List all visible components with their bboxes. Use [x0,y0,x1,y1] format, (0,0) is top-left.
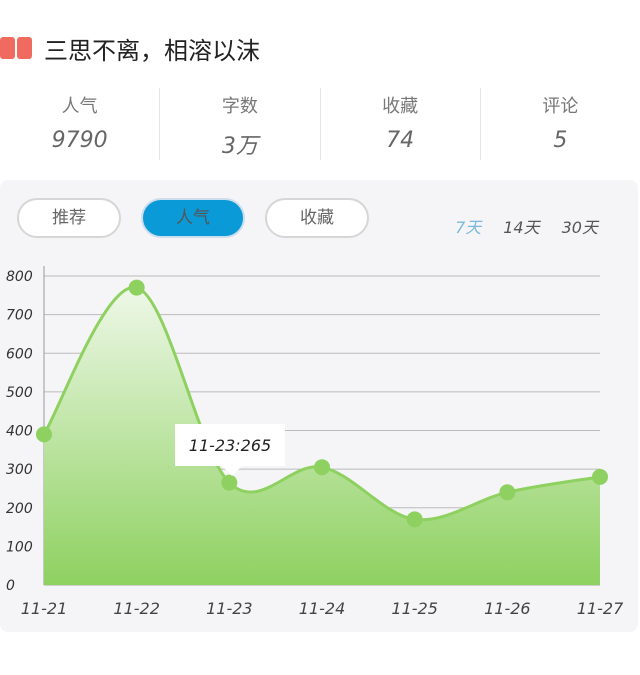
y-tick-label: 700 [6,308,33,324]
stat-label: 字数 [221,96,258,117]
data-point [499,484,516,501]
page-title: 三思不离，相溶以沫 [44,36,260,65]
x-tick-label: 11-27 [577,599,624,618]
range-7-days[interactable]: 7天 [455,218,482,237]
stat-words: 字数 3万 [160,88,321,160]
data-point [221,474,238,491]
data-point [128,279,145,296]
data-point [592,468,608,485]
area-fill [44,287,600,585]
stat-favorites: 收藏 74 [321,88,481,160]
x-tick-label: 11-22 [113,599,160,618]
stat-value: 9790 [51,128,108,153]
y-tick-label: 600 [6,346,33,362]
series-line [42,286,601,522]
y-tick-label: 200 [6,501,33,517]
y-tick-label: 400 [6,424,33,440]
stat-label: 评论 [542,96,579,117]
header: 三思不离，相溶以沫 [0,30,260,66]
tooltip-arrow [222,466,242,476]
tooltip-text: 11-23:265 [189,436,271,455]
stat-value: 3万 [221,134,258,159]
y-tick-label: 500 [6,385,33,401]
book-icon [0,37,32,59]
y-tick-label: 100 [6,539,33,555]
data-point [36,426,52,443]
tab-favorites[interactable]: 收藏 [265,198,369,238]
tooltip-box [175,424,285,466]
range-14-days[interactable]: 14天 [503,218,540,237]
y-tick-label: 300 [6,462,33,478]
tab-recommend[interactable]: 推荐 [17,198,121,238]
x-tick-label: 11-24 [299,599,346,618]
data-point [406,511,423,528]
y-tick-label: 800 [6,269,33,285]
x-tick-label: 11-25 [391,599,438,618]
stat-value: 5 [553,128,568,153]
tab-popularity[interactable]: 人气 [141,198,245,238]
stats-bar: 人气 9790 字数 3万 收藏 74 评论 5 [0,88,640,160]
stat-value: 74 [386,128,415,153]
stat-popularity: 人气 9790 [0,88,161,160]
stat-label: 人气 [61,96,98,117]
data-point [314,459,330,476]
stat-label: 收藏 [382,96,419,117]
x-tick-label: 11-23 [206,599,253,618]
range-30-days[interactable]: 30天 [561,218,598,237]
y-tick-label: 0 [6,578,15,594]
x-tick-label: 11-26 [484,599,531,618]
x-tick-label: 11-21 [21,599,68,618]
stat-comments: 评论 5 [481,88,640,160]
